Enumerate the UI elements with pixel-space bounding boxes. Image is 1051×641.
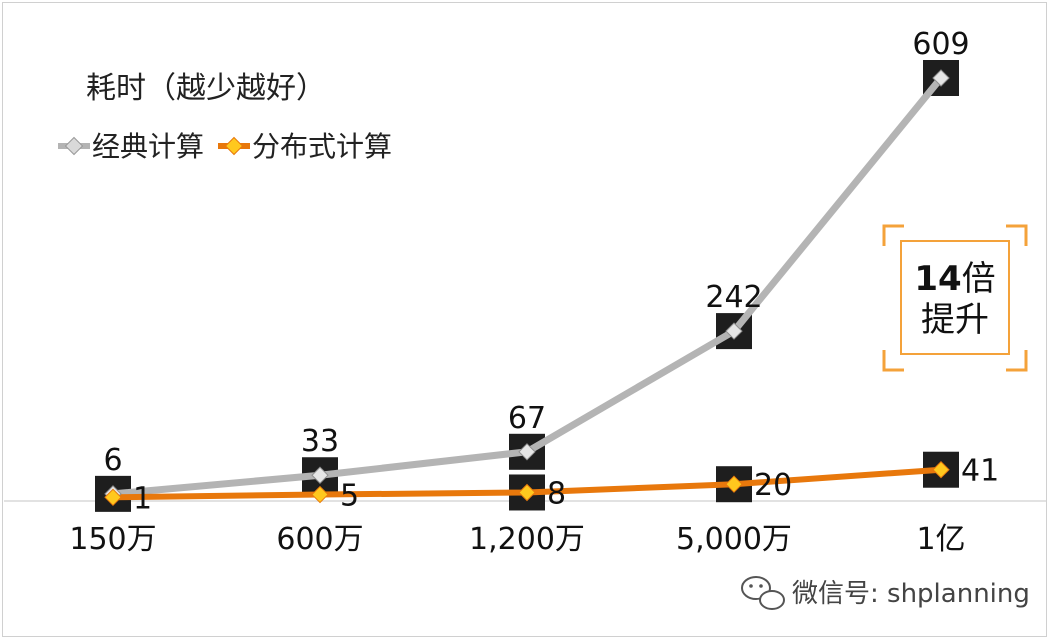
legend-item-distributed: 分布式计算 <box>218 130 392 163</box>
callout-corner-bl <box>882 350 904 372</box>
callout-corner-tl <box>882 224 904 246</box>
chart-title: 耗时（越少越好） <box>86 71 326 106</box>
legend: 经典计算 分布式计算 <box>58 130 392 163</box>
point-distributed <box>104 488 122 507</box>
data-label-distributed: 5 <box>340 479 359 514</box>
data-label-classic: 242 <box>705 280 762 315</box>
point-distributed <box>932 461 950 479</box>
data-label-distributed: 41 <box>961 454 999 489</box>
data-label-distributed: 20 <box>754 468 792 503</box>
legend-label-distributed: 分布式计算 <box>252 130 392 163</box>
data-label-distributed: 8 <box>547 476 566 511</box>
x-tick-label: 150万 <box>69 522 156 557</box>
x-tick-label: 600万 <box>276 522 363 557</box>
watermark: 微信号: shplanning <box>741 576 1030 610</box>
point-distributed <box>725 475 743 493</box>
point-classic <box>518 443 536 461</box>
legend-item-classic: 经典计算 <box>58 130 204 163</box>
callout-line1: 14倍 <box>914 259 995 299</box>
x-tick-label: 5,000万 <box>676 522 792 557</box>
point-classic <box>311 466 329 484</box>
point-classic <box>725 322 743 340</box>
x-tick-label: 1亿 <box>916 522 965 557</box>
callout-corner-br <box>1006 350 1028 372</box>
data-label-classic: 6 <box>103 443 122 478</box>
data-label-distributed: 1 <box>133 481 152 516</box>
point-distributed <box>311 485 329 504</box>
point-classic <box>932 69 950 87</box>
callout-box <box>900 240 1010 355</box>
data-label-classic: 33 <box>301 424 339 459</box>
callout-line2: 提升 <box>921 300 989 340</box>
data-label-classic: 67 <box>508 401 546 436</box>
legend-marker-distributed <box>224 136 244 156</box>
callout-unit: 倍 <box>962 259 996 299</box>
improvement-callout: 14倍 提升 <box>882 224 1028 372</box>
watermark-text: 微信号: shplanning <box>792 579 1030 609</box>
legend-label-classic: 经典计算 <box>92 130 204 163</box>
wechat-icon <box>741 576 785 610</box>
callout-number: 14 <box>914 259 961 299</box>
x-tick-label: 1,200万 <box>469 522 585 557</box>
point-distributed <box>518 483 536 502</box>
callout-corner-tr <box>1006 224 1028 246</box>
data-label-classic: 609 <box>912 27 969 62</box>
chart-marks: 6 33 67 242 609 1 5 8 20 41 150万 600万 1,200万 5,000万 1亿 <box>69 27 999 557</box>
legend-marker-classic <box>64 136 84 156</box>
